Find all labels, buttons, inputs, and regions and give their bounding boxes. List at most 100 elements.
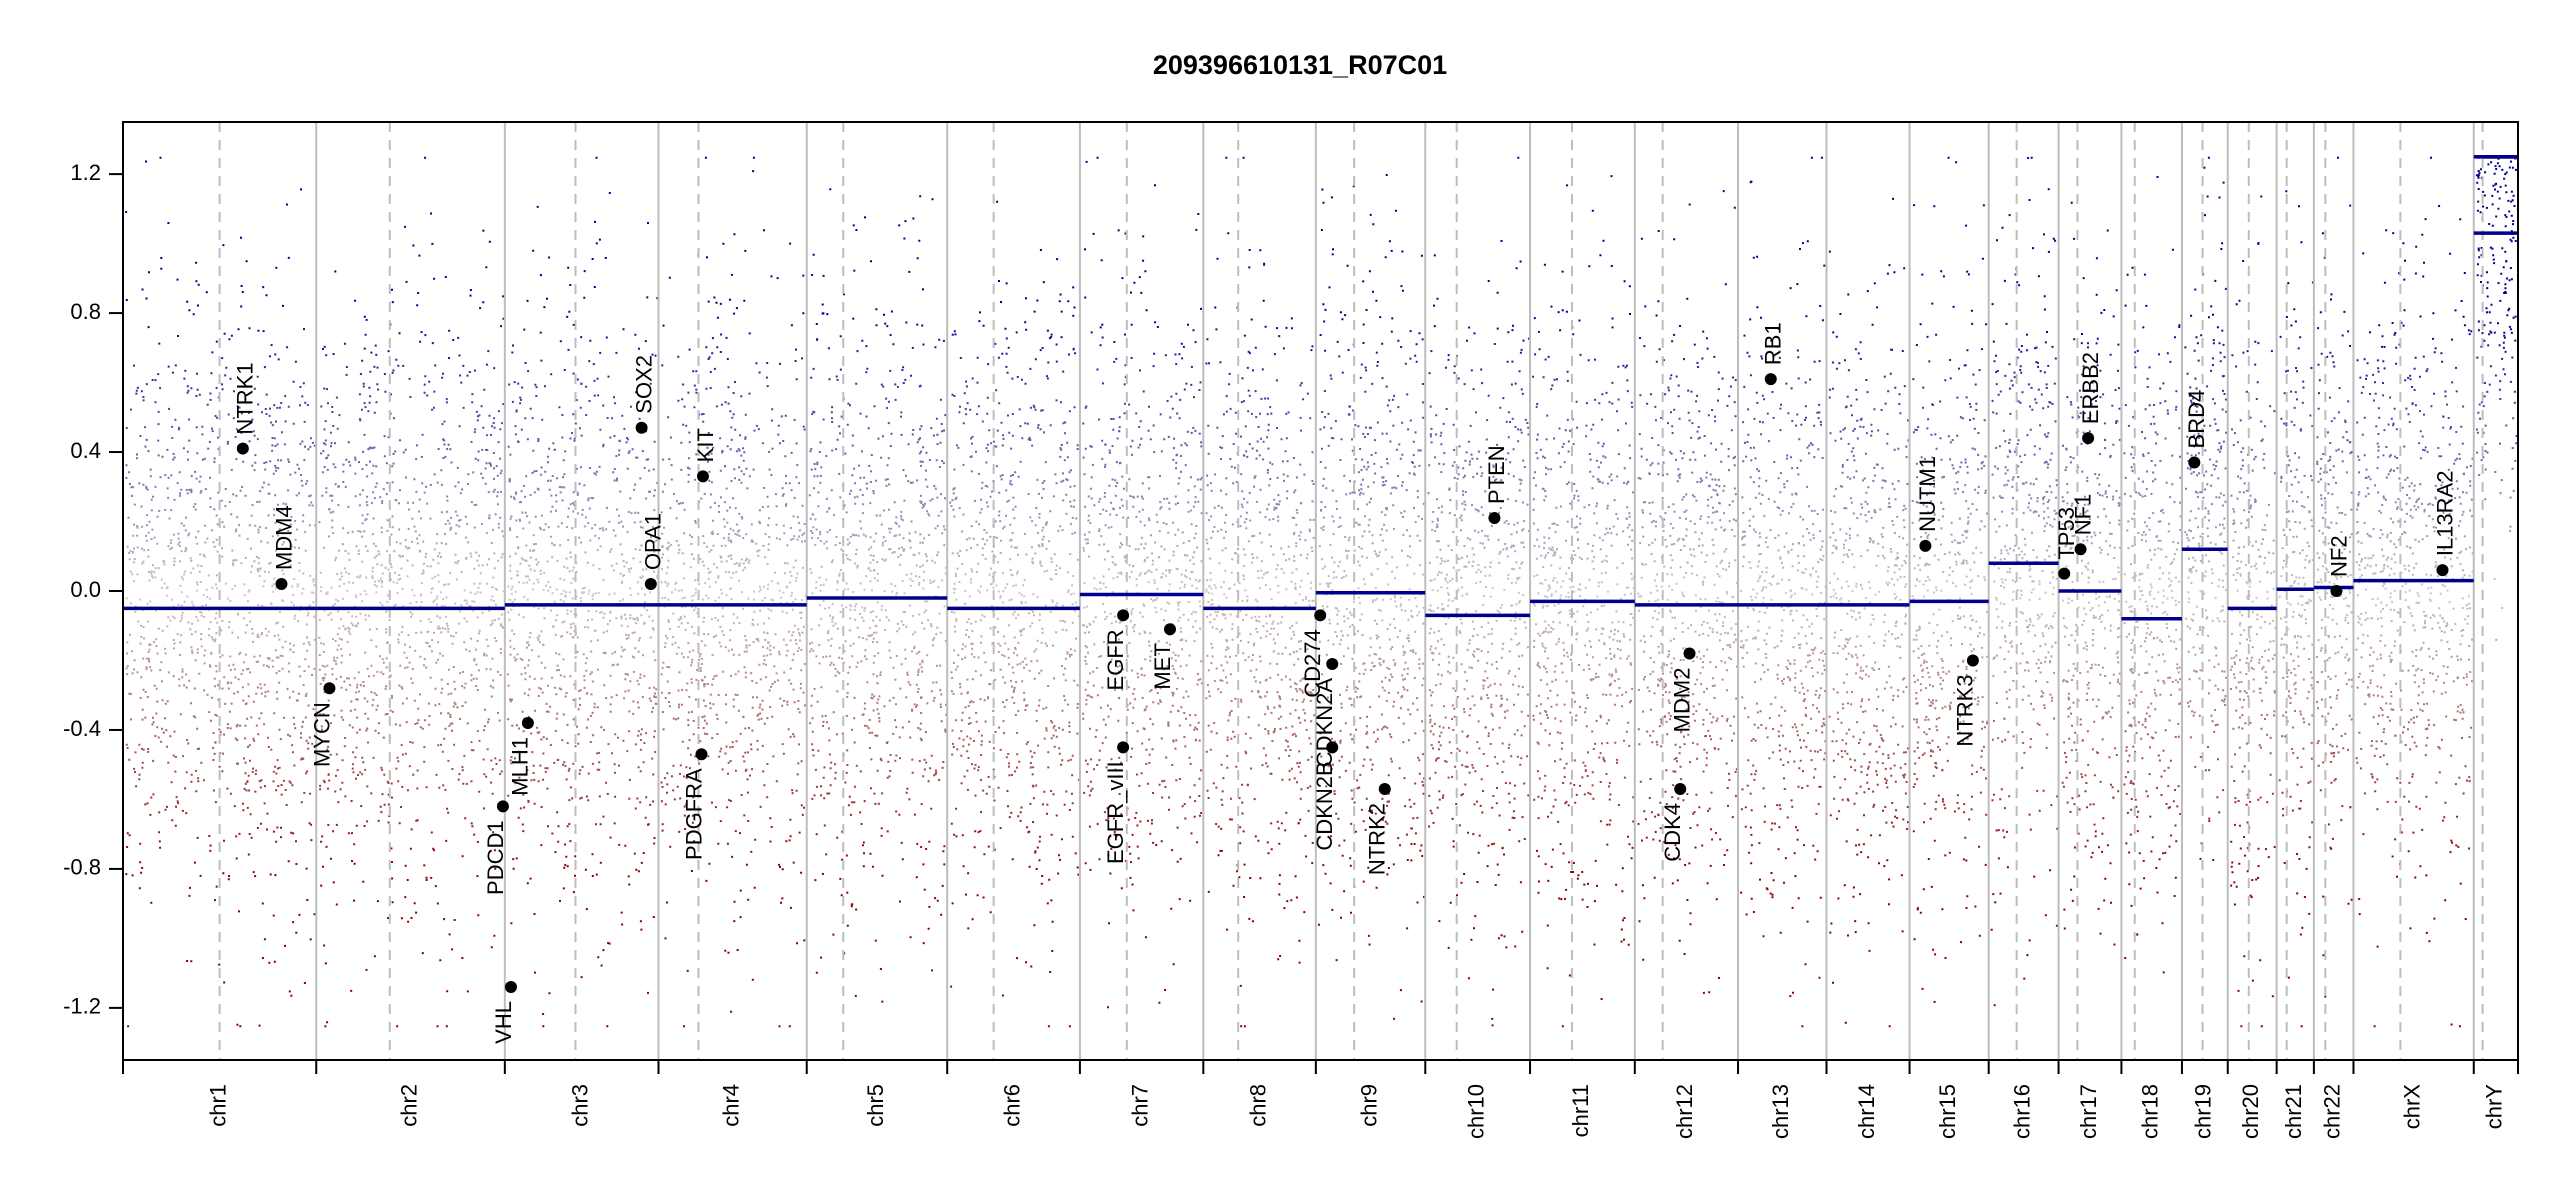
y-tick-label: -0.4 <box>63 716 101 741</box>
gene-marker-RB1 <box>1764 373 1777 386</box>
probe-dots <box>1177 654 1238 657</box>
gene-label-BRD4: BRD4 <box>2184 390 2209 449</box>
gene-marker-BRD4 <box>2188 456 2201 469</box>
x-tick-label-chr19: chr19 <box>2191 1084 2216 1139</box>
gene-label-IL13RA2: IL13RA2 <box>2432 471 2457 557</box>
probe-dots <box>136 670 2472 674</box>
chromosome-boundaries <box>218 122 2484 1060</box>
probe-dots <box>195 477 2401 481</box>
probe-dots <box>145 438 2349 442</box>
gene-label-VHL: VHL <box>491 1001 516 1044</box>
probe-dots <box>294 471 2276 475</box>
probe-dots <box>278 527 2375 531</box>
probe-dots <box>1285 326 1288 329</box>
probe-dots <box>170 780 2471 784</box>
probe-dots <box>125 596 2464 600</box>
gene-marker-CDK4 <box>1674 783 1687 796</box>
probe-dots <box>133 579 2375 584</box>
probe-dots <box>240 431 2485 435</box>
probe-dots <box>149 468 2487 471</box>
x-axis: chr1 chr2 chr3 chr4 chr5 chr6 chr7 chr8 chr9 chr1… <box>122 1060 2519 1139</box>
gene-label-EGFR: EGFR <box>1103 629 1128 690</box>
probe-dots <box>626 749 2165 753</box>
gene-marker-NUTM1 <box>1919 539 1932 552</box>
x-tick-label-chr10: chr10 <box>1463 1084 1488 1139</box>
gene-marker-TP53 <box>2058 567 2071 580</box>
probe-dots <box>562 763 2090 767</box>
gene-label-NTRK2: NTRK2 <box>1365 803 1390 875</box>
gene-label-CD274: CD274 <box>1300 629 1325 697</box>
probe-dots <box>156 514 2474 518</box>
x-tick-label-chr18: chr18 <box>2138 1084 2163 1139</box>
gene-label-RB1: RB1 <box>1761 322 1786 365</box>
plot-frame <box>122 121 2519 1061</box>
gene-marker-MYCN <box>323 682 336 695</box>
x-tick-label-chr20: chr20 <box>2238 1084 2263 1139</box>
probe-dots <box>191 621 2469 625</box>
gene-label-PTEN: PTEN <box>1484 445 1509 504</box>
x-tick-label-chr8: chr8 <box>1245 1084 1270 1127</box>
y-tick-label: -1.2 <box>63 994 101 1019</box>
probe-dots <box>395 358 398 361</box>
probe-dots <box>166 586 2430 591</box>
probe-dots <box>191 600 2451 605</box>
probe-dots <box>653 837 656 839</box>
y-tick-label: 0.0 <box>70 577 101 602</box>
probe-dots <box>178 677 2425 681</box>
probe-dots <box>190 645 2344 649</box>
x-tick-label-chr2: chr2 <box>396 1084 421 1127</box>
probe-dots <box>132 534 2466 538</box>
probe-dots <box>1863 791 1866 794</box>
probe-dots <box>148 648 2451 652</box>
probe-dots <box>141 707 2464 711</box>
copy-number-segments <box>123 154 2518 621</box>
x-tick-label-chrY: chrY <box>2482 1084 2507 1130</box>
gene-marker-KIT <box>696 470 709 483</box>
probe-dots <box>128 557 2452 561</box>
gene-marker-VHL <box>504 981 517 994</box>
gene-marker-MDM4 <box>275 578 288 591</box>
probe-dots <box>1381 818 1384 821</box>
gene-marker-NF2 <box>2330 585 2343 597</box>
probe-dots <box>136 524 2512 528</box>
probe-dots <box>139 434 2518 438</box>
probe-dots <box>246 599 2432 603</box>
probe-dots <box>967 704 970 707</box>
x-tick-label-chr11: chr11 <box>1568 1084 1593 1137</box>
gene-label-MYCN: MYCN <box>309 702 334 767</box>
probe-dots <box>172 638 2498 642</box>
y-tick-label: 0.8 <box>70 299 101 324</box>
gene-marker-SOX2 <box>635 421 648 434</box>
probe-dots <box>1796 349 1799 352</box>
probe-dots <box>164 472 2481 477</box>
x-tick-label-chr6: chr6 <box>999 1084 1024 1127</box>
probe-dots <box>126 652 2348 656</box>
probe-dots <box>140 635 2336 639</box>
gene-marker-CDKN2B <box>1326 741 1339 754</box>
gene-label-ERBB2: ERBB2 <box>2078 352 2103 424</box>
probe-dots <box>461 855 464 858</box>
probe-dots <box>166 585 2251 589</box>
probe-dots <box>244 782 2457 787</box>
x-tick-label-chr15: chr15 <box>1935 1084 1960 1139</box>
x-tick-label-chr7: chr7 <box>1127 1084 1152 1127</box>
y-tick-label: 0.4 <box>70 438 101 463</box>
gene-marker-EGFR_vIII <box>1117 741 1130 754</box>
gene-marker-PTEN <box>1488 512 1501 525</box>
probe-dots <box>126 641 2425 645</box>
gene-marker-IL13RA2 <box>2436 564 2449 577</box>
probe-dots <box>125 742 2387 746</box>
probe-dots <box>166 448 2426 452</box>
gene-marker-EGFR <box>1117 609 1130 622</box>
gene-label-MDM4: MDM4 <box>271 505 296 570</box>
x-tick-label-chr12: chr12 <box>1672 1084 1697 1139</box>
probe-dots <box>133 364 2492 368</box>
x-tick-label-chr3: chr3 <box>567 1084 592 1127</box>
probe-dots <box>256 826 2251 830</box>
probe-dots <box>390 563 1958 566</box>
gene-label-KIT: KIT <box>693 428 718 462</box>
probe-dots <box>161 454 2443 459</box>
gene-label-NTRK1: NTRK1 <box>233 362 258 434</box>
probe-dots <box>366 820 2314 824</box>
